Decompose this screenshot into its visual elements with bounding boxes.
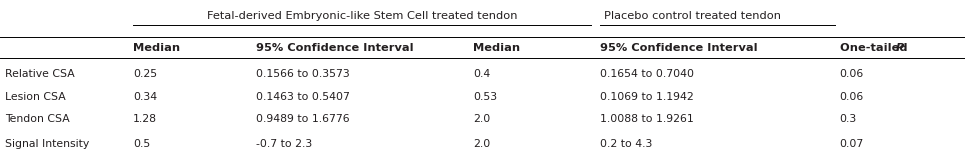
- Text: 0.1463 to 0.5407: 0.1463 to 0.5407: [256, 92, 349, 102]
- Text: 0.3: 0.3: [840, 114, 857, 124]
- Text: 2.0: 2.0: [473, 139, 490, 149]
- Text: Median: Median: [133, 43, 180, 53]
- Text: Placebo control treated tendon: Placebo control treated tendon: [604, 11, 782, 21]
- Text: 0.06: 0.06: [840, 92, 864, 102]
- Text: Fetal-derived Embryonic-like Stem Cell treated tendon: Fetal-derived Embryonic-like Stem Cell t…: [207, 11, 517, 21]
- Text: 0.06: 0.06: [840, 69, 864, 79]
- Text: 0.4: 0.4: [473, 69, 490, 79]
- Text: Lesion CSA: Lesion CSA: [5, 92, 66, 102]
- Text: Signal Intensity: Signal Intensity: [5, 139, 89, 149]
- Text: 0.2 to 4.3: 0.2 to 4.3: [600, 139, 652, 149]
- Text: 0.1069 to 1.1942: 0.1069 to 1.1942: [600, 92, 694, 102]
- Text: Median: Median: [473, 43, 520, 53]
- Text: Tendon CSA: Tendon CSA: [5, 114, 69, 124]
- Text: -0.7 to 2.3: -0.7 to 2.3: [256, 139, 312, 149]
- Text: 95% Confidence Interval: 95% Confidence Interval: [256, 43, 413, 53]
- Text: 1.28: 1.28: [133, 114, 157, 124]
- Text: P: P: [896, 43, 904, 53]
- Text: 0.53: 0.53: [473, 92, 497, 102]
- Text: 2.0: 2.0: [473, 114, 490, 124]
- Text: 0.9489 to 1.6776: 0.9489 to 1.6776: [256, 114, 349, 124]
- Text: 95% Confidence Interval: 95% Confidence Interval: [600, 43, 758, 53]
- Text: 0.07: 0.07: [840, 139, 864, 149]
- Text: 0.1654 to 0.7040: 0.1654 to 0.7040: [600, 69, 694, 79]
- Text: Relative CSA: Relative CSA: [5, 69, 74, 79]
- Text: 0.5: 0.5: [133, 139, 151, 149]
- Text: 0.34: 0.34: [133, 92, 157, 102]
- Text: 0.1566 to 0.3573: 0.1566 to 0.3573: [256, 69, 349, 79]
- Text: 1.0088 to 1.9261: 1.0088 to 1.9261: [600, 114, 694, 124]
- Text: 0.25: 0.25: [133, 69, 157, 79]
- Text: One-tailed: One-tailed: [840, 43, 909, 53]
